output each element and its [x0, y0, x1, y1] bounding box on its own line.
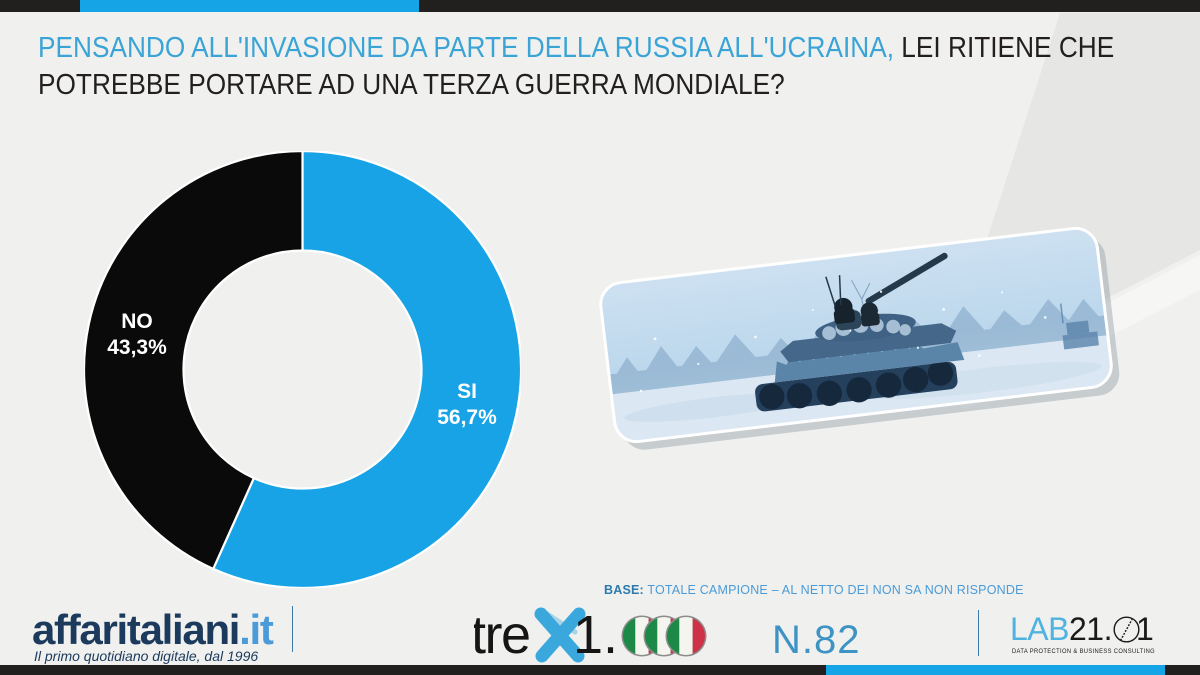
svg-text:tre: tre [474, 606, 530, 665]
svg-text:1.: 1. [573, 606, 618, 665]
